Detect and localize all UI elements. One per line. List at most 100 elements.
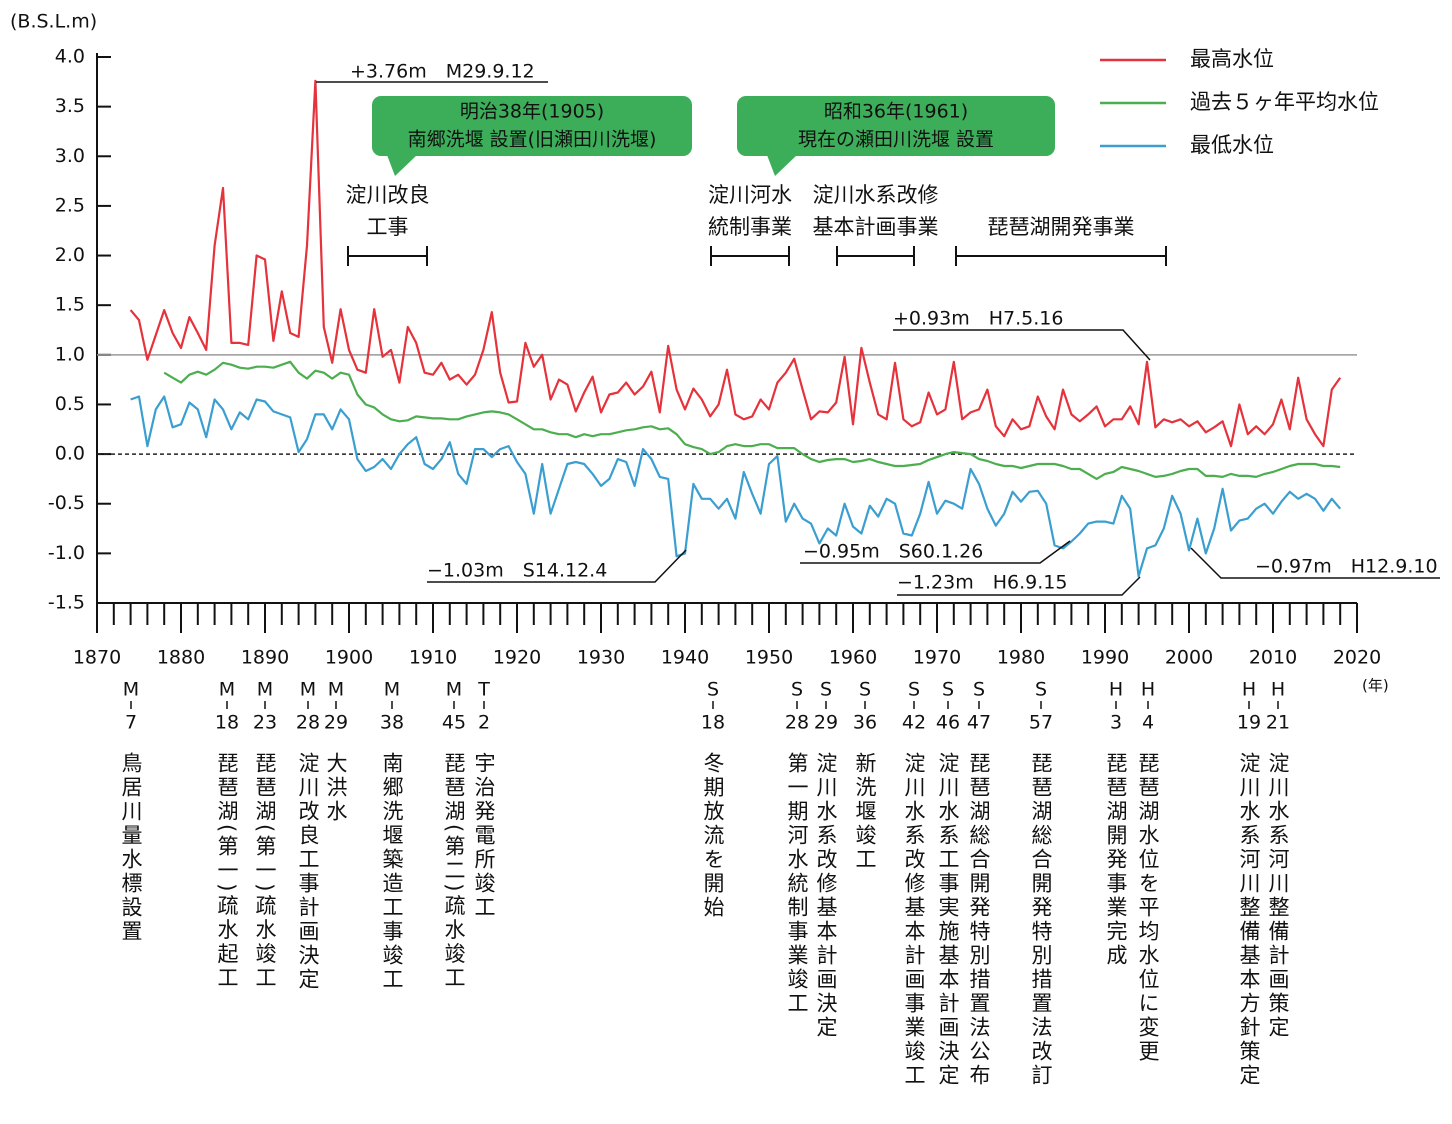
event-number: 18	[701, 712, 725, 734]
event-era: S	[973, 679, 985, 701]
event-number: 29	[814, 712, 838, 734]
event-text: 淀川水系工事実施基本計画決定	[936, 752, 960, 1088]
callout-text: 現在の瀬田川洗堰 設置	[798, 129, 994, 151]
x-tick-label: 1980	[997, 647, 1045, 669]
x-tick-label: 1940	[661, 647, 709, 669]
x-axis-label: (年)	[1362, 677, 1389, 695]
y-tick-label: 4.0	[55, 46, 85, 68]
x-tick-label: 1890	[241, 647, 289, 669]
x-tick-label: 1960	[829, 647, 877, 669]
legend-label: 最低水位	[1190, 133, 1274, 157]
x-tick-label: 2000	[1165, 647, 1213, 669]
event-text: 琵琶湖総合開発特別措置法改訂	[1029, 752, 1053, 1088]
event-era: H	[1271, 679, 1285, 701]
annotation-leader	[897, 576, 1141, 596]
x-tick-label: 1930	[577, 647, 625, 669]
callout-text: 明治38年(1905)	[460, 101, 604, 123]
event-text: 琵琶湖水位を平均水位に変更	[1136, 752, 1160, 1064]
event-text: 琵琶湖(第二)疏水竣工	[442, 752, 466, 991]
period-label: 琵琶湖開発事業	[988, 215, 1135, 239]
event-text: 琵琶湖総合開発特別措置法公布	[967, 752, 991, 1088]
period-label: 淀川改良	[346, 183, 430, 207]
series-line	[163, 360, 1341, 480]
x-tick-label: 1900	[325, 647, 373, 669]
x-tick-label: 1910	[409, 647, 457, 669]
period-bracket	[955, 246, 1167, 266]
event-era: T	[477, 679, 490, 701]
event-era: S	[908, 679, 920, 701]
annotation: −1.23m H6.9.15	[897, 572, 1067, 594]
period-bracket	[710, 246, 790, 266]
callout-text: 昭和36年(1961)	[824, 101, 968, 123]
event-number: 47	[967, 712, 991, 734]
event-text: 鳥居川量水標設置	[119, 752, 143, 944]
event-number: 3	[1110, 712, 1122, 734]
event-text: 琵琶湖(第一)疏水竣工	[253, 752, 277, 991]
annotation: −0.97m H12.9.10	[1255, 556, 1438, 578]
event-text: 淀川水系改修基本計画決定	[814, 752, 838, 1040]
y-tick-label: -1.5	[48, 592, 85, 614]
annotation: −0.95m S60.1.26	[803, 541, 983, 563]
y-tick-label: 3.0	[55, 145, 85, 167]
event-text: 琵琶湖(第一)疏水起工	[215, 752, 239, 991]
event-number: 18	[215, 712, 239, 734]
callout-text: 南郷洗堰 設置(旧瀬田川洗堰)	[408, 129, 657, 151]
event-text: 宇治発電所竣工	[472, 752, 496, 920]
annotation: −1.03m S14.12.4	[427, 560, 607, 582]
x-tick-label: 1990	[1081, 647, 1129, 669]
event-era: H	[1109, 679, 1123, 701]
event-number: 57	[1029, 712, 1053, 734]
legend-label: 最高水位	[1190, 47, 1274, 71]
event-era: S	[942, 679, 954, 701]
event-era: S	[859, 679, 871, 701]
event-era: M	[384, 679, 400, 701]
x-tick-label: 1920	[493, 647, 541, 669]
event-era: S	[1035, 679, 1047, 701]
annotation-leader	[427, 549, 687, 583]
period-label: 工事	[367, 215, 409, 239]
event-era: M	[300, 679, 316, 701]
event-number: 7	[125, 712, 137, 734]
event-number: 19	[1237, 712, 1261, 734]
y-tick-label: 1.5	[55, 294, 85, 316]
event-number: 36	[853, 712, 877, 734]
event-text: 南郷洗堰築造工事竣工	[380, 752, 404, 992]
annotation: +0.93m H7.5.16	[893, 308, 1063, 330]
event-number: 29	[324, 712, 348, 734]
event-number: 42	[902, 712, 926, 734]
event-era: M	[446, 679, 462, 701]
legend-label: 過去５ヶ年平均水位	[1190, 90, 1379, 114]
series-line	[129, 79, 1342, 448]
x-tick-label: 2020	[1333, 647, 1381, 669]
event-era: S	[820, 679, 832, 701]
series-line	[130, 395, 1342, 578]
event-era: S	[707, 679, 719, 701]
event-text: 冬期放流を開始	[701, 752, 725, 920]
annotation-leader	[800, 540, 1071, 564]
period-label: 基本計画事業	[813, 215, 939, 239]
period-label: 淀川河水	[708, 183, 792, 207]
event-text: 新洗堰竣工	[853, 752, 877, 872]
y-tick-label: -0.5	[48, 492, 85, 514]
period-label: 淀川水系改修	[813, 183, 939, 207]
event-number: 4	[1142, 712, 1154, 734]
annotation: +3.76m M29.9.12	[350, 61, 535, 83]
annotation-leader	[1190, 547, 1440, 579]
y-tick-label: 1.0	[55, 343, 85, 365]
event-number: 46	[936, 712, 960, 734]
y-tick-label: 2.0	[55, 244, 85, 266]
y-tick-label: 2.5	[55, 194, 85, 216]
event-text: 琵琶湖開発事業完成	[1104, 752, 1128, 968]
event-era: M	[257, 679, 273, 701]
event-era: H	[1141, 679, 1155, 701]
event-text: 淀川水系河川整備計画策定	[1266, 752, 1290, 1040]
event-era: H	[1242, 679, 1256, 701]
event-text: 淀川水系改修基本計画事業竣工	[902, 752, 926, 1088]
x-tick-label: 1950	[745, 647, 793, 669]
event-number: 21	[1266, 712, 1290, 734]
x-tick-label: 1870	[73, 647, 121, 669]
event-text: 大洪水	[324, 752, 348, 824]
event-number: 28	[296, 712, 320, 734]
x-tick-label: 1880	[157, 647, 205, 669]
y-tick-label: 3.5	[55, 95, 85, 117]
